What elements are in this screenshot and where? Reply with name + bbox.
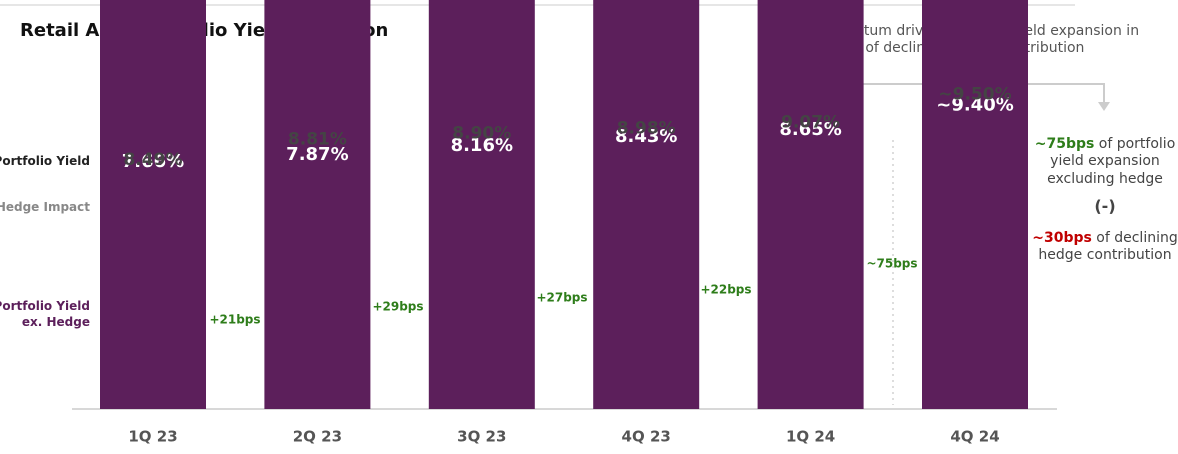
x-tick-label: 1Q 24: [786, 428, 835, 446]
x-tick-label: 4Q 24: [950, 428, 999, 446]
note-text: of declining: [1092, 230, 1178, 246]
delta-label: +22bps: [700, 283, 751, 297]
legend-entry: Portfolio Yield: [0, 154, 90, 168]
bracket-arrow: [1098, 102, 1110, 111]
x-tick-label: 1Q 23: [128, 428, 177, 446]
note-text: excluding hedge: [1047, 171, 1163, 187]
total-label: 8.90%: [452, 124, 511, 144]
legend-entry: Hedge Impact: [0, 200, 90, 214]
note-highlight: ~75bps: [1035, 136, 1095, 152]
value-label: 8.65%: [779, 119, 841, 140]
bar-segment: [593, 0, 700, 410]
delta-label: +27bps: [536, 291, 587, 305]
note: ~30bps of declining: [1032, 230, 1178, 246]
note-text: yield expansion: [1050, 153, 1160, 169]
note-operator: (-): [1094, 197, 1115, 216]
value-label: 7.66%: [122, 151, 184, 172]
value-label: 8.43%: [615, 126, 677, 147]
note: ~75bps of portfolio: [1035, 136, 1176, 152]
total-label: 9.07%: [781, 112, 840, 132]
x-tick-label: 3Q 23: [457, 428, 506, 446]
delta-label: +21bps: [209, 313, 260, 327]
total-label: 8.98%: [617, 118, 676, 138]
total-label: 8.81%: [288, 129, 347, 149]
bar-segment: [264, 0, 371, 409]
total-label: ~9.50%: [938, 85, 1011, 105]
value-label: 8.16%: [451, 135, 513, 156]
total-label: 8.49%: [124, 150, 183, 170]
bar-segment: [922, 0, 1028, 409]
bar-segment: [100, 0, 206, 409]
x-tick-label: 4Q 23: [622, 428, 671, 446]
delta-label: +29bps: [372, 300, 423, 314]
bar-segment: [428, 0, 535, 410]
delta-label: ~75bps: [866, 257, 917, 271]
value-label: 7.87%: [286, 144, 348, 165]
value-label: ~9.40%: [936, 95, 1014, 116]
note-highlight: ~30bps: [1032, 230, 1092, 246]
note-text: hedge contribution: [1038, 247, 1171, 263]
note-text: of portfolio: [1094, 136, 1175, 152]
bar-segment: [757, 0, 864, 409]
legend-text: Portfolio Yield ex. Hedge: [0, 299, 90, 329]
legend-entry: Portfolio Yield ex. Hedge: [0, 298, 90, 330]
x-tick-label: 2Q 23: [293, 428, 342, 446]
